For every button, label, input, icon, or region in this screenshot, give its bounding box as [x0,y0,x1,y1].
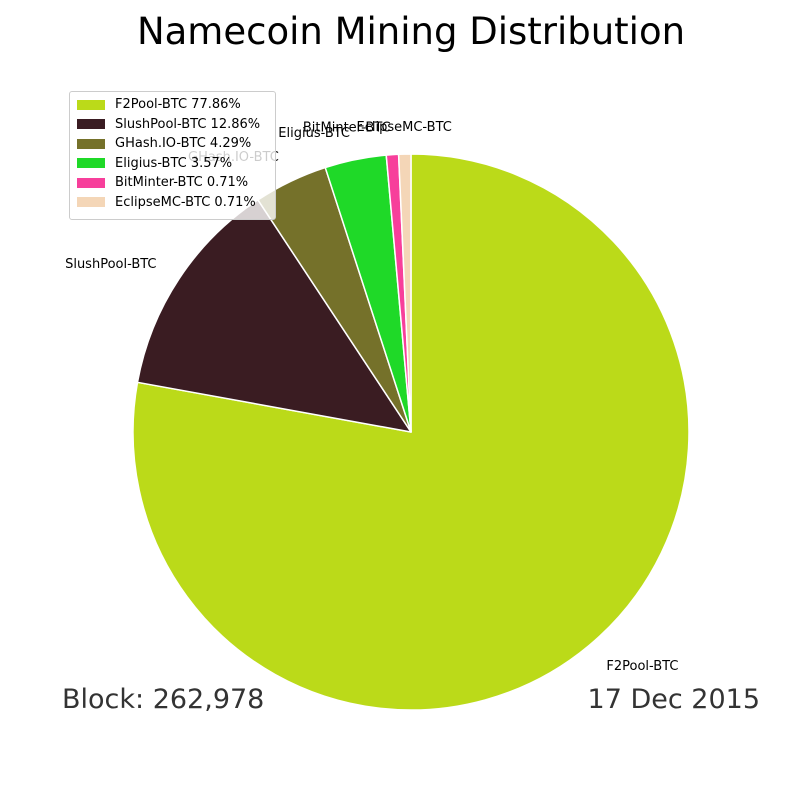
legend: F2Pool-BTC 77.86% SlushPool-BTC 12.86% GHa… [69,91,276,220]
pie-slice-eclipsemc-btc [397,153,412,433]
legend-label: BitMinter-BTC 0.71% [115,175,249,191]
date-label: 17 Dec 2015 [587,684,760,715]
slice-label: F2Pool-BTC [606,659,678,674]
legend-label: F2Pool-BTC 77.86% [115,97,241,113]
chart-title: Namecoin Mining Distribution [136,10,686,53]
legend-item: BitMinter-BTC 0.71% [77,173,275,193]
legend-label: SlushPool-BTC 12.86% [115,116,261,132]
legend-item: GHash.IO-BTC 4.29% [77,134,275,154]
legend-item: SlushPool-BTC 12.86% [77,115,275,135]
legend-label: EclipseMC-BTC 0.71% [115,194,256,210]
legend-swatch [77,99,105,110]
slice-label: BitMinter-BTC [303,121,391,136]
legend-item: Eligius-BTC 3.57% [77,154,275,174]
legend-item: F2Pool-BTC 77.86% [77,95,275,115]
slice-label: SlushPool-BTC [65,257,156,272]
legend-label: Eligius-BTC 3.57% [115,155,233,171]
legend-swatch [77,197,105,208]
legend-swatch [77,119,105,130]
legend-swatch [77,177,105,188]
pie-slices [132,153,690,711]
legend-swatch [77,138,105,149]
block-height-label: Block: 262,978 [62,684,265,715]
legend-label: GHash.IO-BTC 4.29% [115,136,252,152]
slice-label: Eligius-BTC [278,126,350,141]
legend-item: EclipseMC-BTC 0.71% [77,193,275,213]
legend-swatch [77,158,105,169]
slice-label: EclipseMC-BTC [357,120,452,135]
